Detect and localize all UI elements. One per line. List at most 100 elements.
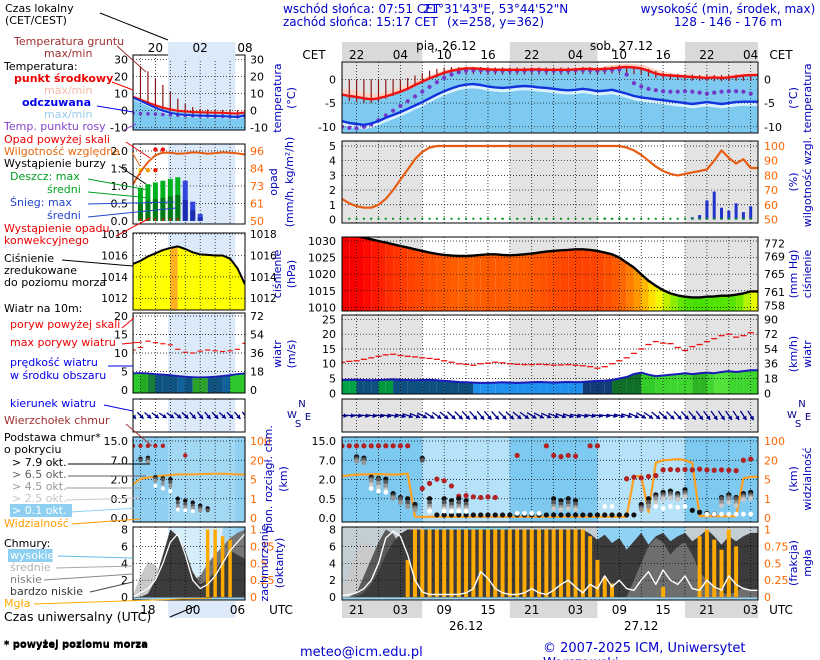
axis-label: 15	[322, 343, 336, 356]
series-area	[133, 98, 245, 130]
legend-label: średni	[47, 183, 81, 196]
legend-label: Widzialność	[4, 517, 69, 530]
cet-tick: 04	[393, 48, 408, 62]
legend-label: Czas uniwersalny (UTC)	[4, 609, 151, 624]
series-area	[342, 67, 758, 133]
axis-title: wiatr	[271, 340, 284, 368]
axis-label: 73	[250, 180, 264, 193]
axis-label: 2	[121, 574, 128, 587]
axis-label: 1.5	[111, 162, 129, 175]
utc-tick: 21	[349, 603, 364, 617]
compass-n: N	[798, 399, 805, 410]
axis-label: -10	[250, 121, 268, 134]
mini-utc-tick: 18	[140, 603, 155, 617]
compass-e: E	[305, 412, 311, 423]
cet-tick: 04	[568, 48, 583, 62]
panel-M7	[341, 526, 759, 601]
axis-label: 50	[250, 215, 264, 228]
compass-n: N	[298, 399, 305, 410]
legend-label: > 4.5 okt.	[12, 480, 67, 493]
utc-tick: 03	[568, 603, 583, 617]
axis-title: widzialność	[801, 447, 814, 510]
legend-label: * powyżej poziomu morza	[4, 640, 148, 651]
axis-label: 20	[114, 70, 128, 83]
axis-label: 5	[764, 474, 771, 487]
axis-label: 15	[114, 328, 128, 341]
axis-label: 0.0	[111, 512, 129, 525]
axis-title: (°C)	[787, 87, 800, 109]
series-line	[355, 237, 758, 299]
legend-label: Mgła	[4, 597, 30, 610]
axis-label: 5	[329, 140, 336, 153]
altitude-values: 128 - 146 - 176 m	[673, 15, 783, 29]
axis-label: 20	[250, 454, 264, 467]
axis-label: 5	[329, 372, 336, 385]
axis-label: 1	[764, 524, 771, 537]
panel-m5	[132, 398, 246, 433]
axis-title: wilgotność wzgl.	[801, 137, 814, 227]
legend-label: konwekcyjnego	[4, 234, 89, 247]
utc-tick: 15	[480, 603, 495, 617]
series-line	[133, 472, 245, 486]
utc-tick: 03	[743, 603, 758, 617]
axis-label: 100	[764, 435, 785, 448]
axis-label: 2.0	[111, 145, 129, 158]
axis-label: 5	[121, 366, 128, 379]
axis-title: (hPa)	[285, 260, 298, 288]
axis-title: (frakcja)	[787, 540, 800, 586]
axis-title: opad	[267, 168, 280, 195]
axis-label: 10	[322, 358, 336, 371]
legend-label: Deszcz: max	[10, 170, 80, 183]
legend-label: max porywy wiatru	[10, 336, 116, 349]
axis-label: 1018	[101, 229, 128, 241]
axis-label: 30	[250, 53, 264, 66]
legend-label: > 0.1 okt.	[12, 504, 67, 517]
legend-label: niskie	[10, 573, 42, 586]
series-area	[342, 538, 758, 600]
axis-label: 4	[121, 557, 128, 570]
axis-label: 0	[764, 387, 771, 400]
legend-label: Czas lokalny	[5, 2, 74, 15]
series-area	[133, 529, 245, 600]
axis-label: 54	[764, 343, 778, 356]
axis-title: (km)	[787, 466, 800, 492]
axis-label: 20	[764, 454, 778, 467]
axis-label: 36	[764, 358, 778, 371]
legend-label: Wiatr na 10m:	[4, 302, 82, 315]
series-line	[133, 95, 245, 115]
axis-label: 0	[329, 387, 336, 400]
legend-label: Opad powyżej skali	[4, 133, 110, 146]
series-line	[133, 96, 245, 119]
cet-label-left: CET	[302, 48, 326, 62]
contact-email-link[interactable]: meteo@icm.edu.pl	[300, 645, 423, 660]
legend-labels: Czas lokalny(CET/CEST) Temperatura gruntu…	[3, 2, 151, 651]
axis-label: 50	[764, 213, 778, 226]
compass-e: E	[805, 412, 811, 423]
axis-label: 1016	[101, 250, 128, 262]
series-line	[342, 369, 758, 384]
axis-label: 10	[114, 347, 128, 360]
axis-label: 761	[764, 286, 785, 299]
axis-label: 0.25	[764, 574, 789, 587]
series-line	[342, 65, 758, 101]
compass-s: S	[295, 419, 301, 430]
axis-label: 1014	[250, 272, 277, 284]
axis-label: 772	[764, 237, 785, 250]
compass-w: W	[287, 410, 297, 421]
legend-label: Śnieg: max	[10, 196, 72, 209]
axis-label: 769	[764, 251, 785, 264]
axis-label: 15.0	[312, 435, 337, 448]
axis-label: 6	[121, 540, 128, 553]
legend-label: (CET/CEST)	[5, 14, 67, 27]
legend-label: Temp. punktu rosy	[3, 120, 106, 133]
altitude-title: wysokość (min, środek, max)	[640, 2, 816, 16]
axis-label: 60	[764, 199, 778, 212]
grid-point: (x=258, y=362)	[446, 15, 545, 29]
legend-label: max/min	[44, 47, 92, 60]
axis-label: 0.75	[764, 540, 789, 553]
cet-tick: 22	[349, 48, 364, 62]
axis-title: wiatr	[801, 340, 814, 368]
utc-label-right: UTC	[769, 603, 793, 617]
axis-label: 758	[764, 299, 785, 312]
sunset-time: zachód słońca: 15:17 CET	[283, 15, 438, 29]
